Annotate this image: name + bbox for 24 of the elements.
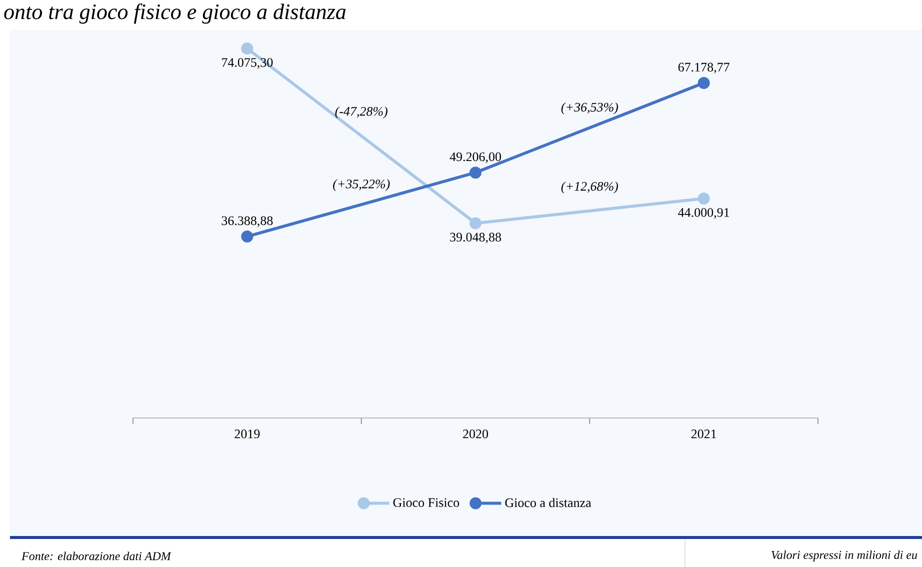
data-label: 49.206,00 xyxy=(450,152,502,164)
data-label: 67.178,77 xyxy=(678,62,730,74)
legend-label: Gioco a distanza xyxy=(505,498,592,508)
legend-label: Gioco Fisico xyxy=(393,498,460,507)
chart-title: onto tra gioco fisico e gioco a distanza xyxy=(4,4,346,24)
annotation: (+12,68%) xyxy=(561,182,618,194)
source-note: Fonte: elaborazione dati ADM xyxy=(21,552,172,560)
annotation: (+36,53%) xyxy=(561,102,618,114)
x-tick-label: 2019 xyxy=(234,430,260,438)
point xyxy=(241,42,254,55)
x-tick-label: 2021 xyxy=(691,430,716,438)
point xyxy=(698,76,710,89)
data-label: 74.075,30 xyxy=(222,58,273,69)
point xyxy=(470,217,482,230)
x-tick-label: 2020 xyxy=(463,430,488,438)
annotation: (-47,28%) xyxy=(335,106,388,118)
data-label: 44.000,91 xyxy=(678,208,730,219)
data-label: 36.388,88 xyxy=(222,216,273,227)
text: Valori espressi in milioni di eu xyxy=(772,550,918,562)
annotation: (+35,22%) xyxy=(333,179,390,192)
point xyxy=(470,166,482,179)
data-label: 39.048,88 xyxy=(450,232,502,244)
point xyxy=(241,230,254,243)
point xyxy=(698,192,710,205)
